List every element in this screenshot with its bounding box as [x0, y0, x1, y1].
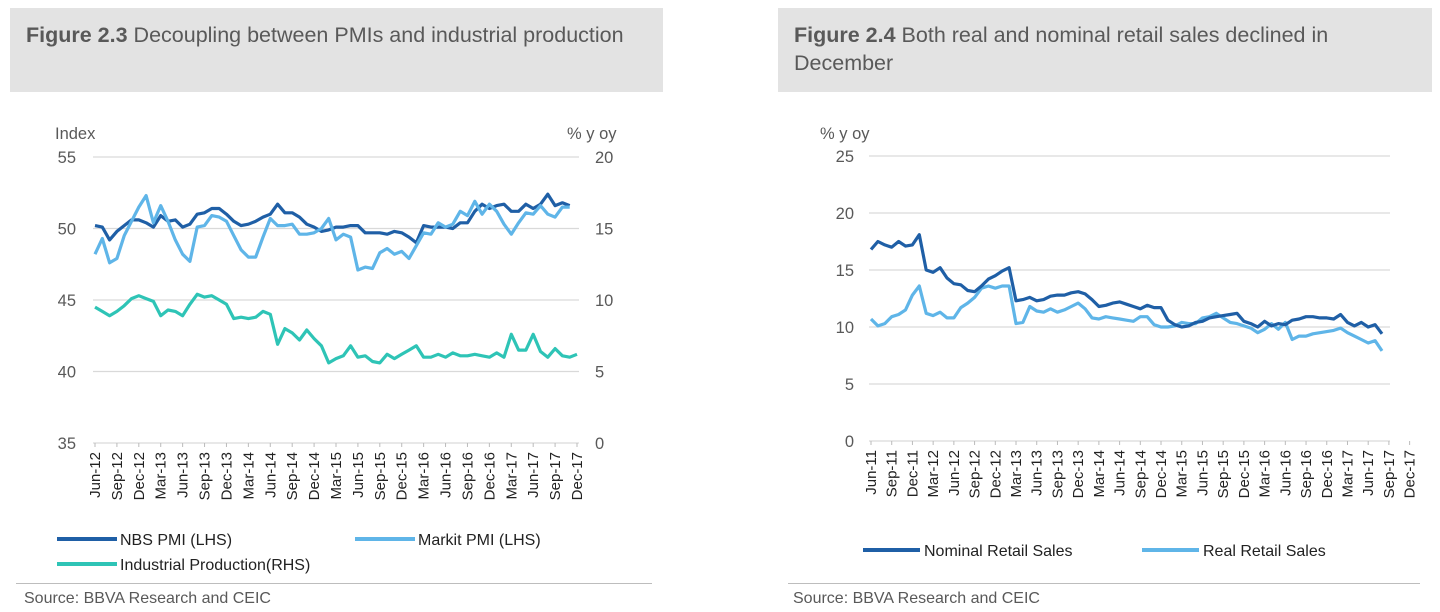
figure-2-4-panel: Figure 2.4 Both real and nominal retail … [770, 0, 1440, 612]
x-tick-label: Jun-14 [262, 452, 279, 498]
figure-2-3-source: Source: BBVA Research and CEIC [24, 590, 271, 607]
y-tick-right-label: 10 [595, 292, 613, 310]
x-tick-label: Sep-14 [284, 452, 301, 500]
y-tick-label: 15 [836, 262, 854, 280]
x-tick-label: Dec-15 [1236, 450, 1253, 498]
x-tick-label: Mar-15 [1174, 450, 1191, 498]
y-tick-right-label: 5 [595, 364, 604, 382]
x-tick-label: Sep-11 [884, 450, 901, 497]
figure-2-4-source-rule [788, 583, 1420, 584]
series-line-2 [869, 284, 1384, 352]
x-tick-label: Sep-16 [1298, 450, 1315, 498]
x-tick-label: Dec-15 [394, 452, 411, 500]
legend-label: Markit PMI (LHS) [418, 532, 541, 549]
x-tick-label: Mar-12 [925, 450, 942, 498]
figure-2-4-header: Figure 2.4 Both real and nominal retail … [778, 8, 1432, 92]
legend-label: NBS PMI (LHS) [120, 532, 232, 549]
x-tick-label: Mar-13 [1008, 450, 1025, 498]
x-tick-label: Mar-15 [328, 452, 345, 500]
y-axis-title: % y oy [820, 125, 870, 143]
x-tick-label: Sep-15 [1215, 450, 1232, 498]
y-tick-label: 20 [836, 205, 854, 223]
series-line-1 [869, 233, 1384, 335]
x-tick-label: Dec-12 [131, 452, 148, 500]
y-tick-right-label: 15 [595, 221, 613, 239]
y-tick-left-label: 50 [58, 221, 76, 239]
x-tick-label: Jun-13 [1029, 450, 1046, 496]
x-tick-label: Mar-14 [1091, 450, 1108, 498]
x-tick-label: Jun-14 [1112, 450, 1129, 496]
legend-label: Industrial Production(RHS) [120, 557, 310, 574]
x-tick-label: Sep-14 [1132, 450, 1149, 498]
x-tick-label: Jun-16 [1277, 450, 1294, 496]
figure-2-3-header: Figure 2.3 Decoupling between PMIs and i… [10, 8, 663, 92]
x-tick-label: Jun-11 [863, 450, 880, 495]
y-tick-left-label: 55 [58, 149, 76, 167]
x-tick-label: Jun-15 [1194, 450, 1211, 496]
y-tick-left-label: 35 [58, 435, 76, 453]
x-tick-label: Dec-13 [218, 452, 235, 500]
figure-2-4-label: Figure 2.4 [794, 23, 896, 47]
x-tick-label: Sep-12 [109, 452, 126, 500]
x-tick-label: Dec-12 [987, 450, 1004, 498]
x-tick-label: Sep-17 [547, 452, 564, 500]
y-tick-label: 0 [845, 433, 854, 451]
x-tick-label: Dec-11 [904, 450, 921, 497]
x-tick-label: Mar-16 [416, 452, 433, 500]
x-tick-label: Sep-12 [967, 450, 984, 498]
figure-2-3-source-rule [16, 583, 652, 584]
x-tick-label: Sep-15 [372, 452, 389, 500]
legend-label: Nominal Retail Sales [924, 543, 1073, 560]
x-tick-label: Mar-13 [153, 452, 170, 500]
y-tick-label: 25 [836, 148, 854, 166]
x-tick-label: Sep-17 [1381, 450, 1398, 498]
x-tick-label: Mar-17 [1339, 450, 1356, 498]
y-tick-left-label: 45 [58, 292, 76, 310]
y-tick-label: 10 [836, 319, 854, 337]
figure-2-4-source: Source: BBVA Research and CEIC [793, 590, 1040, 607]
x-tick-label: Dec-16 [481, 452, 498, 500]
x-tick-label: Jun-17 [1360, 450, 1377, 496]
y-tick-left-label: 40 [58, 364, 76, 382]
x-tick-label: Mar-14 [240, 452, 257, 500]
legend-label: Real Retail Sales [1203, 543, 1326, 560]
y-tick-label: 5 [845, 376, 854, 394]
x-tick-label: Dec-14 [1153, 450, 1170, 498]
x-tick-label: Mar-16 [1257, 450, 1274, 498]
x-tick-label: Jun-12 [87, 452, 104, 498]
figure-2-4-title: Both real and nominal retail sales decli… [794, 23, 1329, 75]
figure-2-3-title: Decoupling between PMIs and industrial p… [133, 23, 624, 47]
x-tick-label: Jun-16 [438, 452, 455, 498]
series-line-3 [94, 292, 578, 365]
y-tick-right-label: 20 [595, 149, 613, 167]
x-tick-label: Jun-13 [175, 452, 192, 498]
x-tick-label: Sep-13 [1049, 450, 1066, 498]
x-tick-label: Sep-13 [197, 452, 214, 500]
x-tick-label: Jun-15 [350, 452, 367, 498]
y-axis-left-title: Index [55, 125, 96, 143]
x-tick-label: Dec-16 [1319, 450, 1336, 498]
figure-2-3-label: Figure 2.3 [26, 23, 128, 47]
y-axis-right-title: % y oy [567, 125, 617, 143]
series-line-2 [93, 194, 570, 272]
x-tick-label: Dec-17 [569, 452, 586, 500]
x-tick-label: Mar-17 [503, 452, 520, 500]
x-tick-label: Jun-12 [946, 450, 963, 496]
x-tick-label: Jun-17 [525, 452, 542, 498]
x-tick-label: Dec-13 [1070, 450, 1087, 498]
x-tick-label: Dec-14 [306, 452, 323, 500]
retail-sales-chart: 25 20 15 10 5 0 % y oy Jun-11 Sep-11 Dec-11 Mar-12… [820, 125, 1419, 560]
figure-2-3-panel: Figure 2.3 Decoupling between PMIs and i… [0, 0, 680, 612]
x-tick-label: Dec-17 [1402, 450, 1419, 498]
y-tick-right-label: 0 [595, 435, 604, 453]
x-tick-label: Sep-16 [459, 452, 476, 500]
